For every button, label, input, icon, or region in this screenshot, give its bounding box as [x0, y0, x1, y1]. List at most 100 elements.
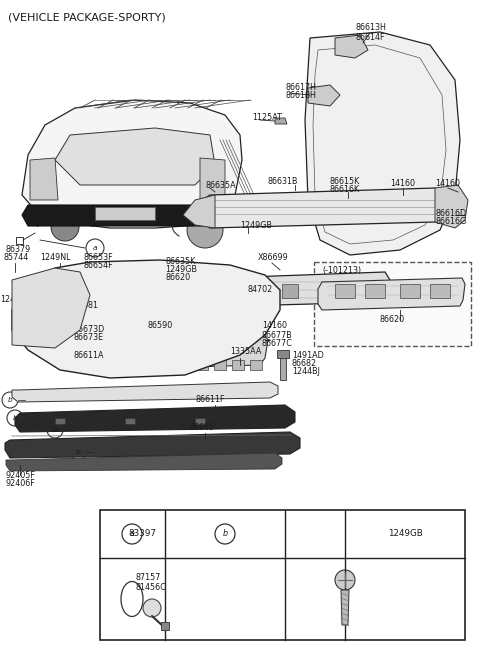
- Text: 86681: 86681: [73, 300, 98, 309]
- Polygon shape: [277, 350, 289, 358]
- Polygon shape: [430, 284, 450, 298]
- Text: 86613H: 86613H: [355, 24, 386, 33]
- Circle shape: [143, 599, 161, 617]
- Circle shape: [335, 570, 355, 590]
- Text: 86673E: 86673E: [73, 334, 103, 343]
- Text: 86617H: 86617H: [285, 82, 316, 92]
- Polygon shape: [55, 330, 65, 340]
- Polygon shape: [5, 432, 300, 458]
- Polygon shape: [13, 303, 19, 309]
- Polygon shape: [280, 355, 286, 380]
- Polygon shape: [15, 405, 295, 432]
- Text: 86635A: 86635A: [206, 181, 237, 190]
- Text: 1491AD: 1491AD: [292, 351, 324, 360]
- Text: 86616D: 86616D: [435, 209, 466, 218]
- Text: 86618H: 86618H: [285, 92, 316, 101]
- Polygon shape: [332, 284, 348, 298]
- Text: 1249GB: 1249GB: [240, 220, 272, 230]
- Polygon shape: [232, 360, 244, 370]
- Polygon shape: [232, 284, 248, 298]
- Text: 86677C: 86677C: [262, 339, 293, 347]
- Text: X86699: X86699: [258, 254, 289, 262]
- Circle shape: [276, 204, 284, 212]
- Circle shape: [253, 327, 263, 337]
- Polygon shape: [55, 305, 65, 315]
- Text: 86590: 86590: [148, 320, 173, 330]
- Text: 85744: 85744: [3, 254, 28, 262]
- Text: 14160: 14160: [390, 179, 415, 188]
- Text: b: b: [76, 449, 80, 455]
- Text: 86614F: 86614F: [355, 33, 384, 41]
- Polygon shape: [95, 207, 155, 220]
- Polygon shape: [12, 382, 278, 402]
- Text: 87157: 87157: [135, 574, 160, 583]
- Polygon shape: [160, 272, 390, 308]
- Text: 86635K: 86635K: [165, 258, 195, 266]
- Circle shape: [51, 213, 79, 241]
- Circle shape: [396, 204, 404, 212]
- Polygon shape: [12, 260, 280, 378]
- Polygon shape: [160, 360, 172, 370]
- Text: 86611F: 86611F: [195, 396, 225, 405]
- Polygon shape: [195, 188, 448, 228]
- Polygon shape: [6, 453, 282, 471]
- Polygon shape: [148, 330, 268, 368]
- Polygon shape: [282, 284, 298, 298]
- Text: 86615K: 86615K: [330, 177, 360, 186]
- Text: 14160: 14160: [262, 320, 287, 330]
- Polygon shape: [30, 158, 58, 200]
- Text: 14160: 14160: [435, 179, 460, 188]
- Text: b: b: [12, 415, 17, 421]
- Text: (VEHICLE PACKAGE-SPORTY): (VEHICLE PACKAGE-SPORTY): [8, 13, 166, 23]
- Text: 1244BJ: 1244BJ: [292, 366, 320, 375]
- Polygon shape: [400, 284, 420, 298]
- Text: 86631B: 86631B: [268, 177, 299, 186]
- Text: 1249GB: 1249GB: [165, 266, 197, 275]
- Text: a: a: [93, 245, 97, 251]
- Polygon shape: [214, 360, 226, 370]
- Text: b: b: [53, 427, 57, 433]
- Polygon shape: [365, 284, 385, 298]
- Text: 92406F: 92406F: [5, 479, 35, 487]
- Polygon shape: [335, 284, 355, 298]
- Circle shape: [236, 204, 244, 212]
- Text: 1249BD: 1249BD: [0, 296, 32, 305]
- Text: 1249NL: 1249NL: [40, 254, 71, 262]
- Text: a: a: [130, 530, 134, 538]
- Polygon shape: [195, 418, 205, 424]
- Text: 81456C: 81456C: [135, 583, 166, 593]
- Text: 86616K: 86616K: [330, 186, 360, 194]
- Circle shape: [356, 204, 364, 212]
- Polygon shape: [305, 32, 460, 255]
- Polygon shape: [125, 418, 135, 424]
- Text: 86616G: 86616G: [435, 216, 466, 226]
- Text: 86653F: 86653F: [83, 254, 113, 262]
- Text: 86379: 86379: [5, 245, 30, 254]
- Text: b: b: [222, 530, 228, 538]
- Polygon shape: [308, 85, 340, 106]
- Polygon shape: [12, 268, 90, 348]
- Text: b: b: [8, 397, 12, 403]
- Text: (-101213): (-101213): [322, 266, 361, 275]
- Polygon shape: [55, 128, 215, 185]
- Polygon shape: [341, 590, 349, 625]
- Text: 86611A: 86611A: [73, 351, 104, 360]
- Text: 86673D: 86673D: [73, 326, 104, 334]
- Polygon shape: [435, 185, 468, 228]
- Text: 86677B: 86677B: [262, 330, 293, 339]
- Polygon shape: [55, 280, 65, 290]
- Circle shape: [316, 204, 324, 212]
- Text: 86682: 86682: [292, 358, 317, 368]
- Text: 86620: 86620: [165, 273, 190, 283]
- Polygon shape: [161, 622, 169, 630]
- Polygon shape: [187, 284, 203, 298]
- Polygon shape: [183, 195, 215, 228]
- Polygon shape: [318, 278, 465, 310]
- Polygon shape: [22, 100, 242, 228]
- Polygon shape: [22, 205, 238, 226]
- Polygon shape: [16, 237, 23, 244]
- Circle shape: [64, 329, 72, 337]
- Circle shape: [187, 212, 223, 248]
- Polygon shape: [196, 360, 208, 370]
- Polygon shape: [250, 360, 262, 370]
